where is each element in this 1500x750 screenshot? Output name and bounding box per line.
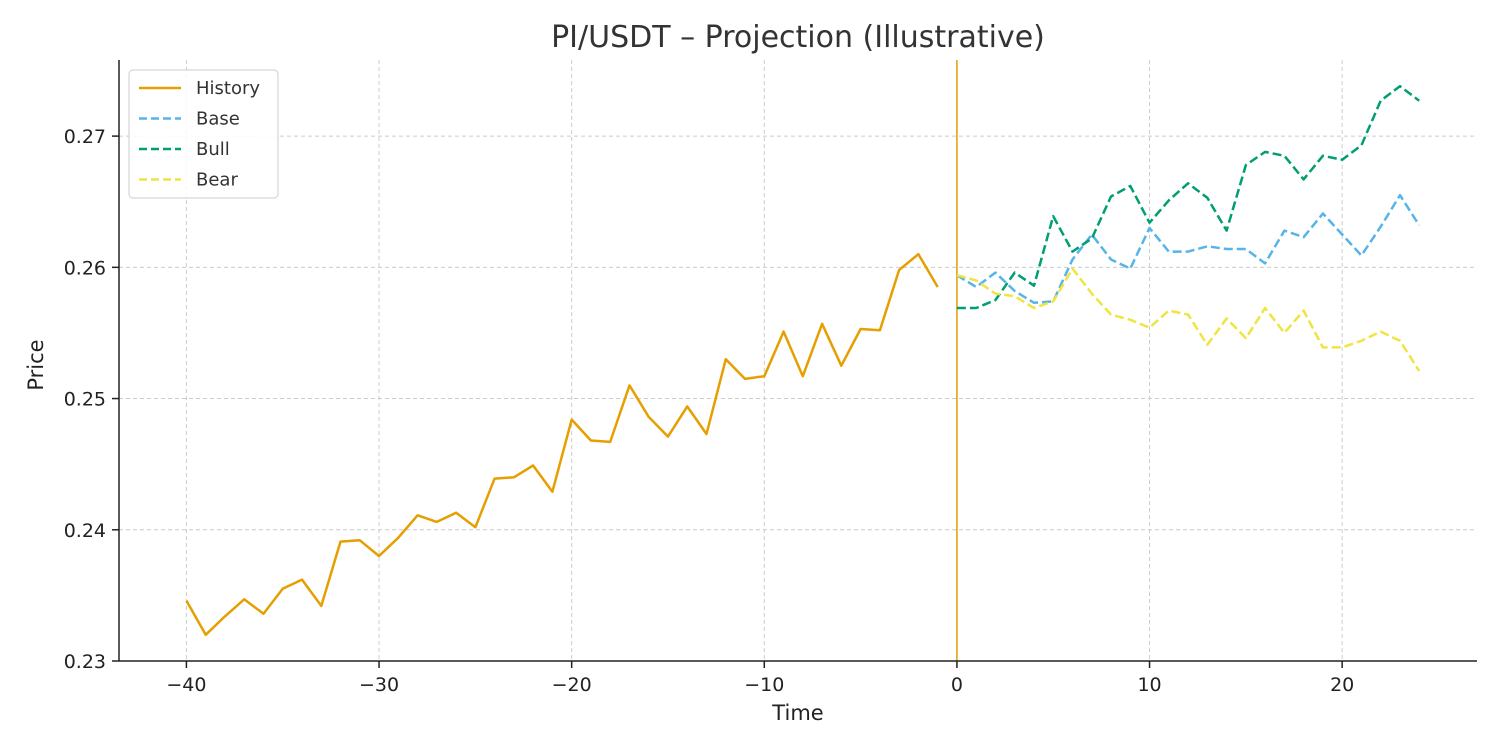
x-axis-ticks: −40 −30 −20 −10 0 10 20 — [166, 661, 1354, 696]
legend-label-history: History — [196, 78, 260, 99]
y-tick-label: 0.27 — [64, 126, 106, 148]
x-tick-label: −20 — [552, 674, 592, 696]
legend: History Base Bull Bear — [128, 69, 279, 199]
legend-box — [128, 69, 279, 199]
chart-title: PI/USDT – Projection (Illustrative) — [551, 20, 1045, 55]
y-tick-label: 0.26 — [64, 257, 106, 279]
series-line-bull — [956, 84, 1420, 310]
legend-label-bear: Bear — [196, 170, 238, 191]
x-axis-title: Time — [771, 701, 823, 725]
series-line-bear — [956, 267, 1421, 372]
y-tick-label: 0.24 — [64, 520, 106, 542]
series-line-history — [185, 252, 939, 637]
x-tick-label: 10 — [1137, 674, 1161, 696]
x-tick-label: −10 — [744, 674, 784, 696]
y-axis-ticks: 0.23 0.24 0.25 0.26 0.27 — [64, 126, 119, 673]
plot-area — [185, 60, 1421, 661]
x-tick-label: −30 — [359, 674, 399, 696]
x-tick-label: −40 — [166, 674, 206, 696]
y-tick-label: 0.25 — [64, 389, 106, 411]
x-tick-label: 20 — [1330, 674, 1354, 696]
series-line-base — [956, 193, 1421, 305]
legend-label-base: Base — [196, 109, 240, 130]
y-axis-title: Price — [24, 339, 48, 390]
y-tick-label: 0.23 — [64, 651, 106, 673]
legend-label-bull: Bull — [196, 139, 230, 160]
x-tick-label: 0 — [951, 674, 963, 696]
